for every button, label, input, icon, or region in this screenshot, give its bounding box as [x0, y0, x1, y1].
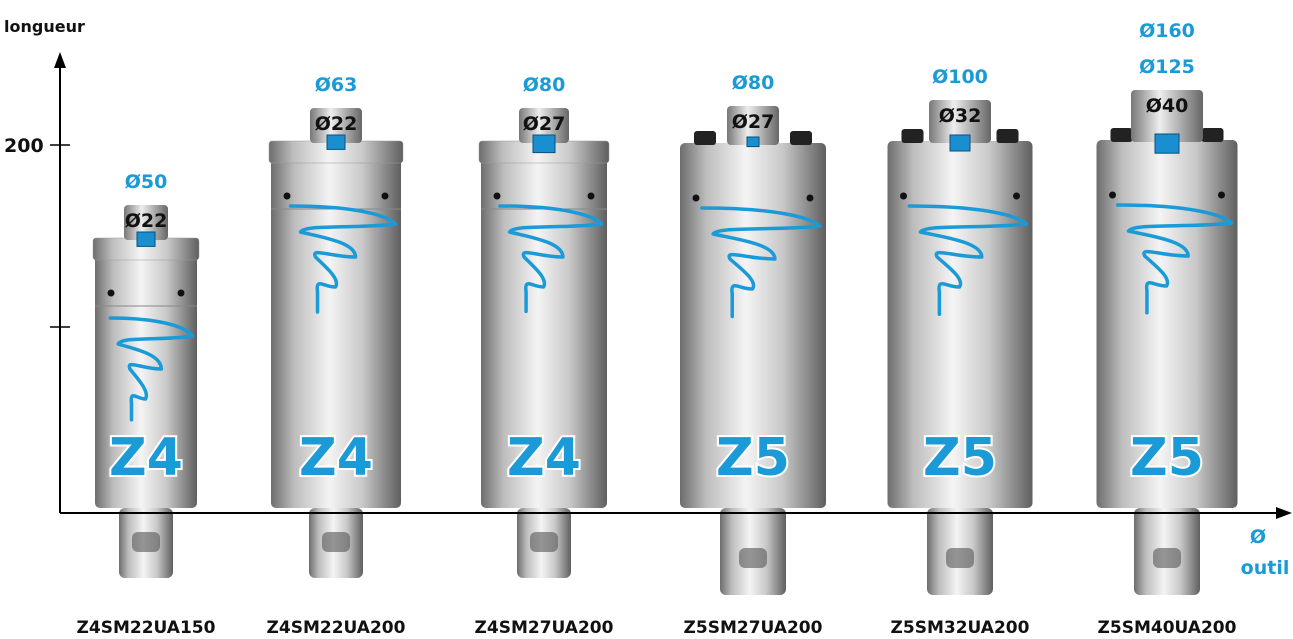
marker: [532, 134, 556, 154]
shaft-label: Ø22: [125, 210, 168, 232]
badge: Z5: [923, 428, 997, 488]
y-axis-label: longueur: [4, 17, 85, 36]
diameter-label: Ø125: [1139, 56, 1195, 78]
x-axis-label: outil: [1241, 557, 1290, 579]
diameter-label: Ø160: [1139, 20, 1195, 42]
product-name: Z5SM32UA200: [891, 618, 1030, 638]
hole: [381, 192, 389, 200]
marker: [1154, 133, 1180, 154]
hole: [900, 192, 907, 200]
shaft-label: Ø40: [1146, 95, 1189, 117]
nub: [1110, 128, 1133, 142]
shank-slot: [322, 532, 350, 552]
hole: [107, 289, 115, 297]
shaft-label: Ø32: [939, 105, 982, 127]
nub: [901, 129, 924, 143]
nub: [694, 131, 716, 145]
squiggle: [907, 204, 1029, 317]
badge: Z5: [1130, 428, 1204, 488]
hole: [1109, 191, 1116, 199]
hole: [283, 192, 291, 200]
badge: Z4: [299, 428, 373, 488]
hole: [1013, 192, 1020, 200]
cap: [124, 205, 168, 240]
product-name: Z4SM22UA150: [77, 618, 216, 638]
hole: [493, 192, 501, 200]
squiggle: [700, 206, 822, 319]
squiggle: [498, 204, 604, 314]
cap: [929, 100, 991, 143]
x-arrow: [1276, 507, 1292, 519]
badge: Z4: [507, 428, 581, 488]
y-arrow: [54, 52, 66, 68]
shank-slot: [530, 532, 558, 552]
cap: [310, 108, 362, 143]
squiggle: [288, 204, 398, 314]
cap: [1131, 90, 1203, 142]
diameter-label: Ø50: [125, 171, 168, 193]
diameter-label: Ø63: [315, 74, 358, 96]
product-name: Z5SM27UA200: [684, 618, 823, 638]
x-axis-label: Ø: [1250, 526, 1266, 548]
nub: [1201, 128, 1224, 142]
axes: longueur 200 Ø outil: [4, 17, 1292, 579]
shaft-label: Ø27: [523, 113, 566, 135]
shank-slot: [946, 548, 974, 568]
hole: [692, 194, 700, 202]
product-name: Z5SM40UA200: [1098, 618, 1237, 638]
diameter-label: Ø80: [732, 72, 775, 94]
marker: [326, 134, 346, 150]
badge: Z4: [109, 428, 183, 488]
shank-slot: [132, 532, 160, 552]
shaft-label: Ø27: [732, 111, 775, 133]
marker: [136, 231, 156, 247]
hole: [806, 194, 814, 202]
marker: [949, 134, 971, 152]
squiggle: [108, 316, 195, 422]
diameter-label: Ø80: [523, 74, 566, 96]
nub: [790, 131, 812, 145]
nub: [996, 129, 1019, 143]
badge: Z5: [716, 428, 790, 488]
hole: [587, 192, 595, 200]
marker: [746, 136, 760, 148]
cap: [727, 106, 779, 145]
shank-slot: [739, 548, 767, 568]
hole: [177, 289, 185, 297]
diameter-label: Ø100: [932, 66, 988, 88]
y-tick-label: 200: [4, 135, 44, 157]
shank-slot: [1153, 548, 1181, 568]
product-name: Z4SM27UA200: [475, 618, 614, 638]
shaft-label: Ø22: [315, 113, 358, 135]
products: Ø22 Ø50 Z4 Z4SM22UA150 Ø22 Ø63 Z4 Z4SM22UA200 Ø2…: [77, 20, 1238, 638]
product-name: Z4SM22UA200: [267, 618, 406, 638]
hole: [1218, 191, 1225, 199]
squiggle: [1115, 203, 1234, 315]
cap: [519, 108, 569, 143]
